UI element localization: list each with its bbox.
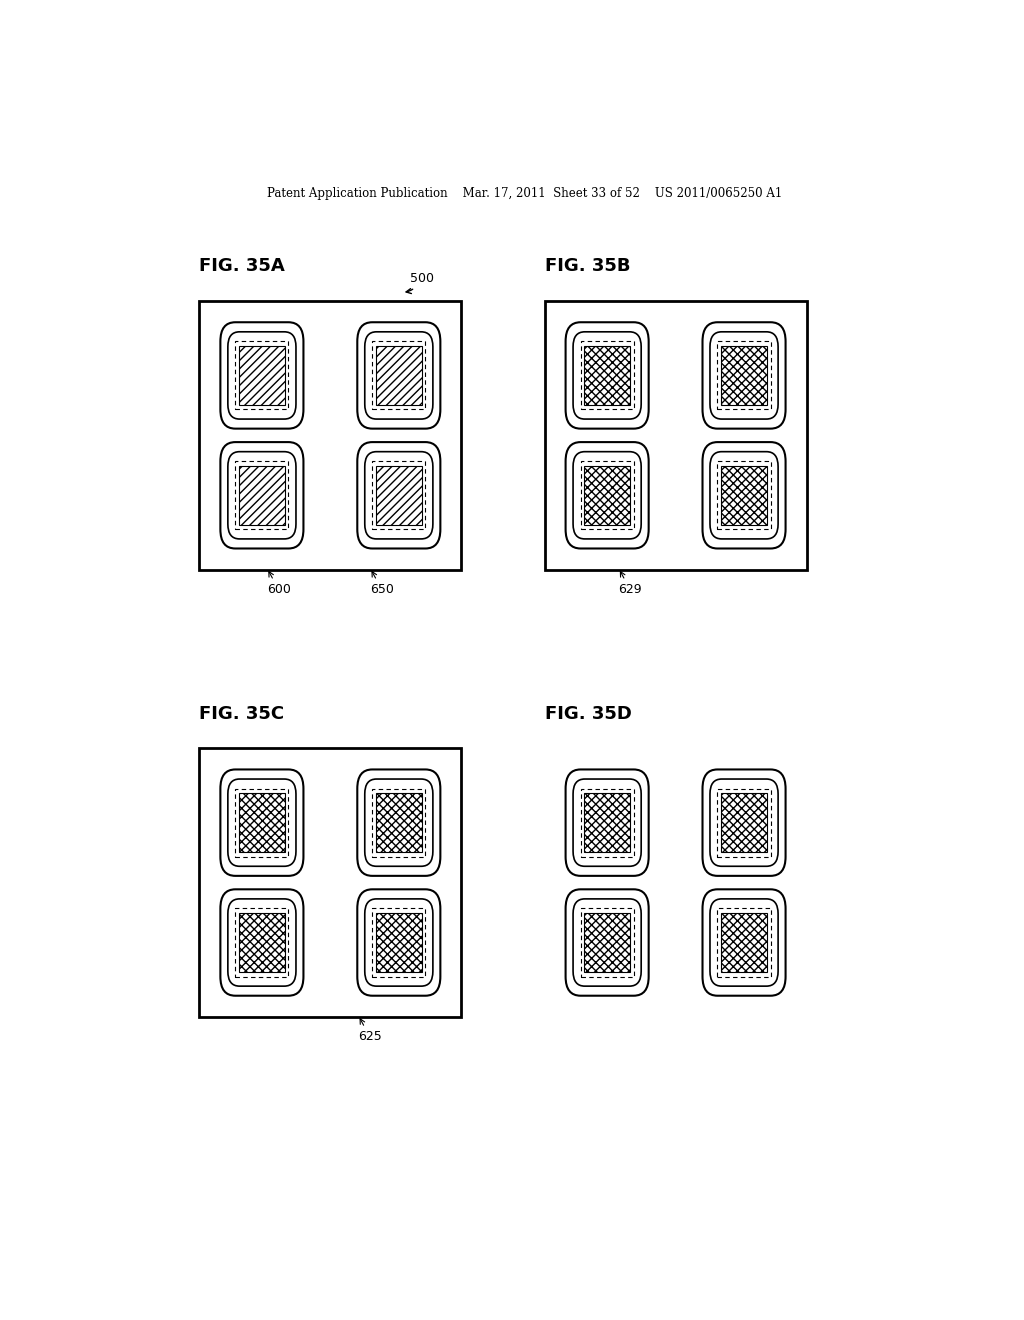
Bar: [236, 461, 289, 529]
Text: 629: 629: [618, 572, 642, 597]
Bar: [721, 466, 767, 525]
FancyBboxPatch shape: [365, 331, 433, 418]
Text: 650: 650: [370, 572, 394, 597]
FancyBboxPatch shape: [220, 770, 303, 876]
Bar: [236, 908, 289, 977]
Bar: [718, 788, 771, 857]
FancyBboxPatch shape: [220, 442, 303, 549]
FancyBboxPatch shape: [357, 890, 440, 995]
Bar: [376, 912, 422, 973]
Bar: [376, 466, 422, 525]
FancyBboxPatch shape: [228, 331, 296, 418]
FancyBboxPatch shape: [357, 322, 440, 429]
FancyBboxPatch shape: [565, 890, 648, 995]
Bar: [721, 346, 767, 405]
Text: 600: 600: [267, 572, 291, 597]
Bar: [239, 346, 285, 405]
Bar: [545, 301, 807, 570]
FancyBboxPatch shape: [365, 451, 433, 539]
FancyBboxPatch shape: [702, 442, 785, 549]
FancyBboxPatch shape: [565, 770, 648, 876]
FancyBboxPatch shape: [573, 331, 641, 418]
FancyBboxPatch shape: [228, 451, 296, 539]
FancyBboxPatch shape: [220, 890, 303, 995]
FancyBboxPatch shape: [565, 442, 648, 549]
Text: 625: 625: [358, 1019, 382, 1044]
FancyBboxPatch shape: [710, 451, 778, 539]
FancyBboxPatch shape: [228, 899, 296, 986]
FancyBboxPatch shape: [365, 899, 433, 986]
FancyBboxPatch shape: [702, 770, 785, 876]
FancyBboxPatch shape: [573, 899, 641, 986]
FancyBboxPatch shape: [228, 779, 296, 866]
Bar: [721, 793, 767, 853]
Bar: [239, 793, 285, 853]
Bar: [581, 461, 634, 529]
Text: FIG. 35D: FIG. 35D: [545, 705, 632, 722]
Bar: [200, 748, 462, 1018]
Bar: [236, 342, 289, 409]
FancyBboxPatch shape: [220, 322, 303, 429]
Bar: [584, 466, 631, 525]
Bar: [718, 342, 771, 409]
Bar: [236, 788, 289, 857]
Bar: [373, 908, 425, 977]
FancyBboxPatch shape: [710, 779, 778, 866]
FancyBboxPatch shape: [357, 770, 440, 876]
FancyBboxPatch shape: [573, 779, 641, 866]
Text: FIG. 35C: FIG. 35C: [200, 705, 285, 722]
Bar: [718, 908, 771, 977]
Bar: [581, 342, 634, 409]
Bar: [584, 912, 631, 973]
Bar: [373, 461, 425, 529]
Bar: [239, 912, 285, 973]
Bar: [584, 346, 631, 405]
Bar: [584, 793, 631, 853]
FancyBboxPatch shape: [365, 779, 433, 866]
FancyBboxPatch shape: [573, 451, 641, 539]
Text: Patent Application Publication    Mar. 17, 2011  Sheet 33 of 52    US 2011/00652: Patent Application Publication Mar. 17, …: [267, 187, 782, 201]
Bar: [376, 793, 422, 853]
Bar: [581, 908, 634, 977]
Bar: [581, 788, 634, 857]
Bar: [200, 301, 462, 570]
FancyBboxPatch shape: [702, 322, 785, 429]
Bar: [373, 788, 425, 857]
FancyBboxPatch shape: [357, 442, 440, 549]
Bar: [718, 461, 771, 529]
FancyBboxPatch shape: [565, 322, 648, 429]
FancyBboxPatch shape: [710, 331, 778, 418]
FancyBboxPatch shape: [702, 890, 785, 995]
Bar: [376, 346, 422, 405]
Bar: [721, 912, 767, 973]
FancyBboxPatch shape: [710, 899, 778, 986]
Bar: [239, 466, 285, 525]
Text: FIG. 35B: FIG. 35B: [545, 257, 630, 276]
Text: FIG. 35A: FIG. 35A: [200, 257, 285, 276]
Bar: [373, 342, 425, 409]
Text: 500: 500: [407, 272, 434, 293]
